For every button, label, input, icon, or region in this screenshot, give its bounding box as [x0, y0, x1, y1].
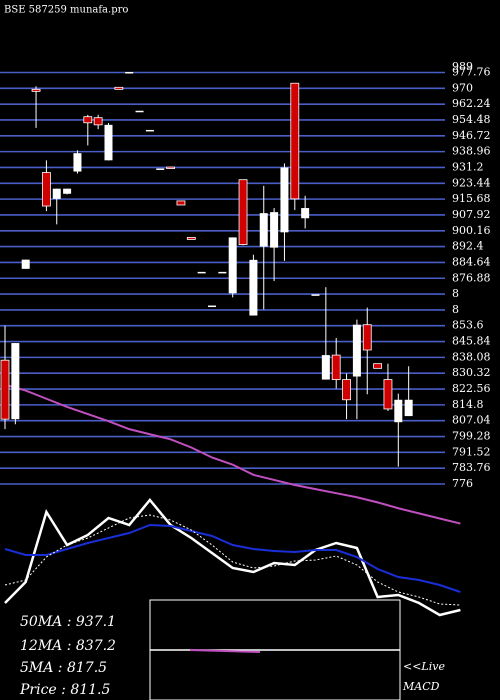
candle-body: [311, 294, 320, 296]
y-tick-label: 853.6: [452, 319, 484, 332]
indicator-line: [4, 498, 461, 617]
y-tick-label: 776: [452, 477, 473, 490]
y-tick-label: 923.44: [452, 176, 491, 189]
legend-text: 50MA : 937.1: [20, 614, 116, 630]
candle-body: [270, 212, 279, 248]
candle-body: [208, 305, 216, 308]
y-tick-label: 807.04: [452, 414, 491, 427]
candle-body: [218, 271, 227, 274]
candle-body: [373, 363, 383, 369]
candle-body: [394, 399, 403, 423]
y-tick-label: 8: [452, 287, 459, 300]
legend-text: 12MA : 837.2: [20, 638, 116, 654]
y-tick-label: 8: [452, 303, 459, 316]
candle-body: [11, 343, 20, 420]
candle-body: [166, 166, 176, 169]
candle-body: [280, 167, 289, 233]
candle-body: [197, 271, 206, 274]
candle-body: [404, 399, 413, 417]
y-tick-label: 892.4: [452, 240, 484, 253]
candle-body: [135, 110, 144, 113]
candle-body: [321, 355, 330, 380]
y-tick-label: 977.76: [452, 66, 491, 79]
y-tick-label: 931.2: [452, 160, 484, 173]
y-tick-label: 954.48: [452, 113, 491, 126]
moving-average: [4, 383, 461, 525]
y-tick-label: 876.88: [452, 271, 491, 284]
macd-histogram: [189, 649, 261, 653]
candle-body: [145, 129, 154, 132]
candle-body: [176, 200, 186, 206]
macd-label: <<Live: [403, 660, 445, 673]
candle-body: [228, 237, 237, 294]
candle-body: [63, 188, 72, 194]
candle-body: [0, 359, 10, 420]
candle-body: [104, 124, 113, 161]
candle-body: [186, 237, 196, 240]
candle-body: [31, 88, 41, 92]
legend-text: 5MA : 817.5: [20, 660, 107, 676]
candle-body: [352, 324, 361, 377]
candle-body: [52, 188, 61, 199]
candle-body: [290, 82, 300, 200]
y-tick-label: 884.64: [452, 255, 491, 268]
candle-body: [383, 379, 393, 410]
candle-body: [42, 172, 51, 207]
candle-body: [301, 208, 310, 219]
candle-body: [331, 354, 341, 380]
indicator-line: [4, 523, 461, 593]
candle-body: [114, 86, 124, 90]
top-label: 989: [452, 60, 473, 73]
candle-body: [93, 117, 103, 126]
y-tick-label: 791.52: [452, 445, 491, 458]
chart-title: BSE 587259 munafa.pro: [4, 5, 128, 16]
candle-body: [125, 72, 134, 74]
y-tick-label: 907.92: [452, 208, 491, 221]
candle-body: [362, 324, 372, 351]
candle-body: [259, 213, 268, 247]
y-tick-label: 970: [452, 81, 473, 94]
y-tick-label: 783.76: [452, 461, 491, 474]
y-tick-label: 915.68: [452, 192, 491, 205]
candle-body: [73, 153, 82, 172]
y-tick-label: 838.08: [452, 350, 491, 363]
candle-body: [83, 116, 93, 124]
indicator-line: [4, 514, 461, 606]
y-tick-label: 814.8: [452, 398, 484, 411]
y-tick-label: 845.84: [452, 335, 491, 348]
legend-text: Price : 811.5: [19, 682, 111, 698]
candle-body: [156, 168, 165, 170]
y-tick-label: 946.72: [452, 129, 491, 142]
y-tick-label: 830.32: [452, 366, 491, 379]
candle-body: [21, 259, 30, 269]
y-tick-label: 962.24: [452, 97, 491, 110]
candle-body: [249, 259, 258, 316]
candle-body: [238, 179, 248, 245]
y-tick-label: 799.28: [452, 430, 491, 443]
y-tick-label: 900.16: [452, 224, 491, 237]
y-tick-label: 822.56: [452, 382, 491, 395]
y-tick-label: 938.96: [452, 145, 491, 158]
macd-label: MACD: [402, 680, 440, 693]
candle-body: [342, 379, 351, 401]
